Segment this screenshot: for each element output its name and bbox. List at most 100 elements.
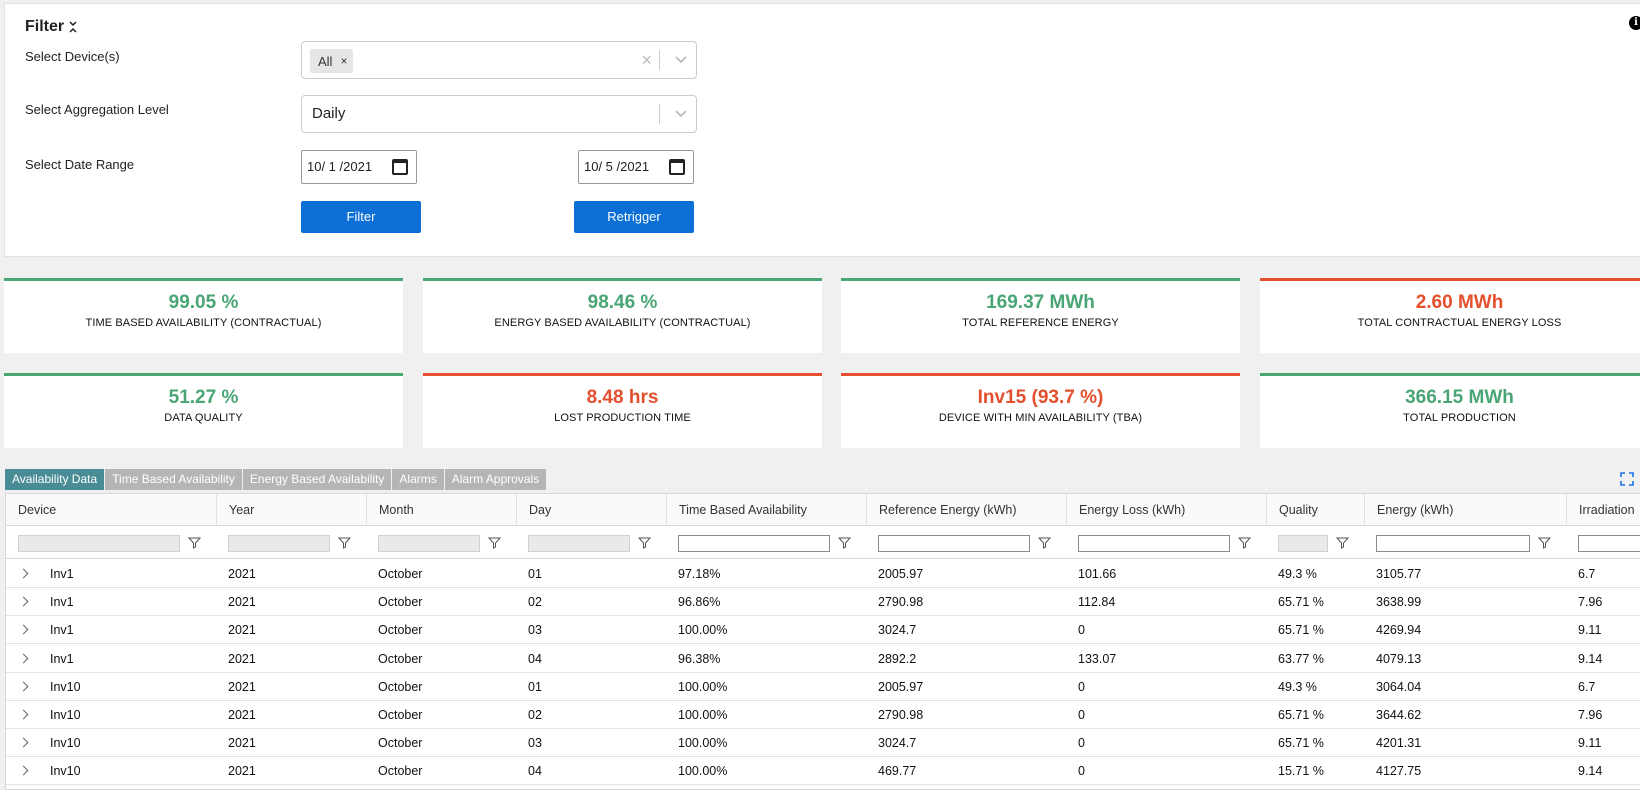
chevron-right-icon[interactable] — [18, 653, 29, 664]
device-chip-label: All — [318, 53, 333, 69]
table-row[interactable]: Inv1 2021 October 02 96.86% 2790.98 112.84 65.7… — [6, 588, 1640, 617]
filter-funnel-icon[interactable] — [838, 536, 851, 549]
date-from-input[interactable]: 10/ 1 /2021 — [301, 150, 417, 184]
filter-panel: Filter i Select Device(s) All × × Select… — [4, 3, 1640, 257]
tab-alarm-approvals[interactable]: Alarm Approvals — [444, 469, 547, 490]
calendar-icon[interactable] — [669, 159, 685, 175]
table-row[interactable]: Inv10 2021 October 03 100.00% 3024.7 0 65.71 % 4… — [6, 729, 1640, 758]
kpi-value: Inv15 (93.7 %) — [977, 387, 1104, 408]
select-separator — [659, 50, 660, 70]
column-header-device[interactable]: Device — [18, 503, 57, 517]
column-header-irradiation[interactable]: Irradiation — [1566, 494, 1640, 526]
table-cell: 2021 — [228, 595, 256, 610]
filter-funnel-icon[interactable] — [1038, 536, 1051, 549]
retrigger-button[interactable]: Retrigger — [574, 201, 694, 233]
column-filter-input — [18, 535, 180, 552]
table-cell: 112.84 — [1078, 595, 1116, 610]
column-header-day[interactable]: Day — [516, 494, 666, 526]
kpi-card: 98.46 % ENERGY BASED AVAILABILITY (CONTRA… — [423, 278, 822, 353]
chevron-down-icon[interactable] — [674, 54, 688, 66]
filter-toggle[interactable]: Filter — [25, 18, 78, 36]
tab-energy-based-availability[interactable]: Energy Based Availability — [242, 469, 392, 490]
filter-button[interactable]: Filter — [301, 201, 421, 233]
table-cell: 49.3 % — [1278, 567, 1317, 581]
table-cell: 2005.97 — [878, 679, 924, 694]
clear-icon[interactable]: × — [641, 50, 652, 70]
aggregation-select[interactable]: Daily — [301, 95, 697, 133]
table-row[interactable]: Inv1 2021 October 01 97.18% 2005.97 101.66 49.3… — [6, 560, 1640, 588]
table-cell: Inv1 — [50, 651, 74, 666]
column-filter-input — [378, 535, 480, 552]
table-row[interactable]: Inv10 2021 October 01 100.00% 2005.97 0 49.3 % 3… — [6, 673, 1640, 701]
table-row[interactable]: Inv1 2021 October 03 100.00% 3024.7 0 65.71 % 42… — [6, 616, 1640, 645]
column-filter-input[interactable] — [878, 535, 1030, 552]
chevron-right-icon[interactable] — [18, 709, 29, 720]
table-cell: October — [378, 708, 423, 722]
table-row[interactable]: Inv10 2021 October 04 100.00% 469.77 0 15.71 % 4… — [6, 757, 1640, 786]
chip-remove-icon[interactable]: × — [340, 54, 348, 68]
table-cell: Inv1 — [50, 567, 74, 581]
column-header-month[interactable]: Month — [366, 494, 516, 526]
tab-alarms[interactable]: Alarms — [392, 469, 444, 490]
filter-funnel-icon[interactable] — [1538, 536, 1551, 549]
table-cell: 01 — [528, 679, 542, 694]
column-filter-input[interactable] — [1078, 535, 1230, 552]
table-row[interactable]: Inv1 2021 October 04 96.38% 2892.2 133.07 63.77… — [6, 645, 1640, 673]
table-cell: 2021 — [228, 567, 256, 581]
table-header: Device Year Month Day Time Based Availabilit… — [6, 494, 1640, 526]
chevron-right-icon[interactable] — [18, 568, 29, 579]
chevron-right-icon[interactable] — [18, 681, 29, 692]
filter-funnel-icon[interactable] — [488, 536, 501, 549]
table-cell: 9.11 — [1578, 623, 1602, 638]
chevron-right-icon[interactable] — [18, 596, 29, 607]
column-filter-input[interactable] — [1376, 535, 1530, 552]
column-filter-input — [528, 535, 630, 552]
table-cell: Inv10 — [50, 764, 81, 779]
device-select[interactable]: All × × — [301, 41, 697, 79]
table-cell: 4079.13 — [1376, 651, 1422, 666]
chevron-right-icon[interactable] — [18, 765, 29, 776]
tab-time-based-availability[interactable]: Time Based Availability — [105, 469, 242, 490]
tab-availability-data[interactable]: Availability Data — [5, 469, 105, 490]
column-filter-input[interactable] — [1578, 535, 1640, 552]
table-cell: 04 — [528, 651, 542, 666]
table-cell: 01 — [528, 567, 542, 581]
filter-funnel-icon[interactable] — [1238, 536, 1251, 549]
column-header-energy-loss-kwh[interactable]: Energy Loss (kWh) — [1066, 494, 1266, 526]
filter-funnel-icon[interactable] — [338, 536, 351, 549]
column-filter — [6, 527, 216, 559]
column-header-reference-energy-kwh[interactable]: Reference Energy (kWh) — [866, 494, 1066, 526]
kpi-label: DATA QUALITY — [164, 412, 243, 424]
filter-row — [6, 527, 1640, 559]
kpi-card: 51.27 % DATA QUALITY — [4, 373, 403, 448]
date-from-value: 10/ 1 /2021 — [307, 159, 373, 174]
column-filter — [1266, 527, 1364, 559]
column-header-time-based-availability[interactable]: Time Based Availability — [666, 494, 866, 526]
column-filter — [1066, 527, 1266, 559]
table-cell: 4201.31 — [1376, 736, 1422, 751]
kpi-value: 2.60 MWh — [1415, 292, 1504, 313]
info-icon[interactable]: i — [1629, 16, 1640, 30]
filter-funnel-icon[interactable] — [638, 536, 651, 549]
chevron-right-icon[interactable] — [18, 737, 29, 748]
column-filter-input[interactable] — [678, 535, 830, 552]
table-cell: 2021 — [228, 764, 256, 779]
kpi-card: Inv15 (93.7 %) DEVICE WITH MIN AVAILABILI… — [841, 373, 1240, 448]
column-header-quality[interactable]: Quality — [1266, 494, 1364, 526]
chevron-down-icon[interactable] — [674, 108, 688, 120]
table-cell: 100.00% — [678, 679, 728, 694]
fullscreen-icon[interactable] — [1620, 472, 1634, 486]
filter-funnel-icon[interactable] — [188, 536, 201, 549]
table-row[interactable]: Inv10 2021 October 02 100.00% 2790.98 0 65.71 %… — [6, 701, 1640, 729]
column-header-energy-kwh[interactable]: Energy (kWh) — [1364, 494, 1566, 526]
filter-funnel-icon[interactable] — [1336, 536, 1349, 549]
chevron-right-icon[interactable] — [18, 624, 29, 635]
table-cell: 49.3 % — [1278, 679, 1317, 694]
kpi-card: 2.60 MWh TOTAL CONTRACTUAL ENERGY LOSS — [1260, 278, 1640, 353]
table-cell: 15.71 % — [1278, 764, 1324, 779]
collapse-chevron-icon — [68, 20, 78, 35]
column-header-year[interactable]: Year — [216, 494, 366, 526]
date-to-input[interactable]: 10/ 5 /2021 — [578, 150, 694, 184]
calendar-icon[interactable] — [392, 159, 408, 175]
table-cell: October — [378, 567, 423, 581]
